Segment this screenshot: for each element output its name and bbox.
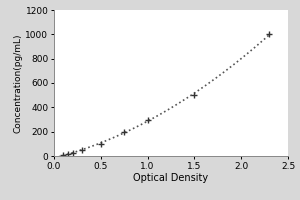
Y-axis label: Concentration(pg/mL): Concentration(pg/mL) <box>14 33 23 133</box>
X-axis label: Optical Density: Optical Density <box>134 173 208 183</box>
